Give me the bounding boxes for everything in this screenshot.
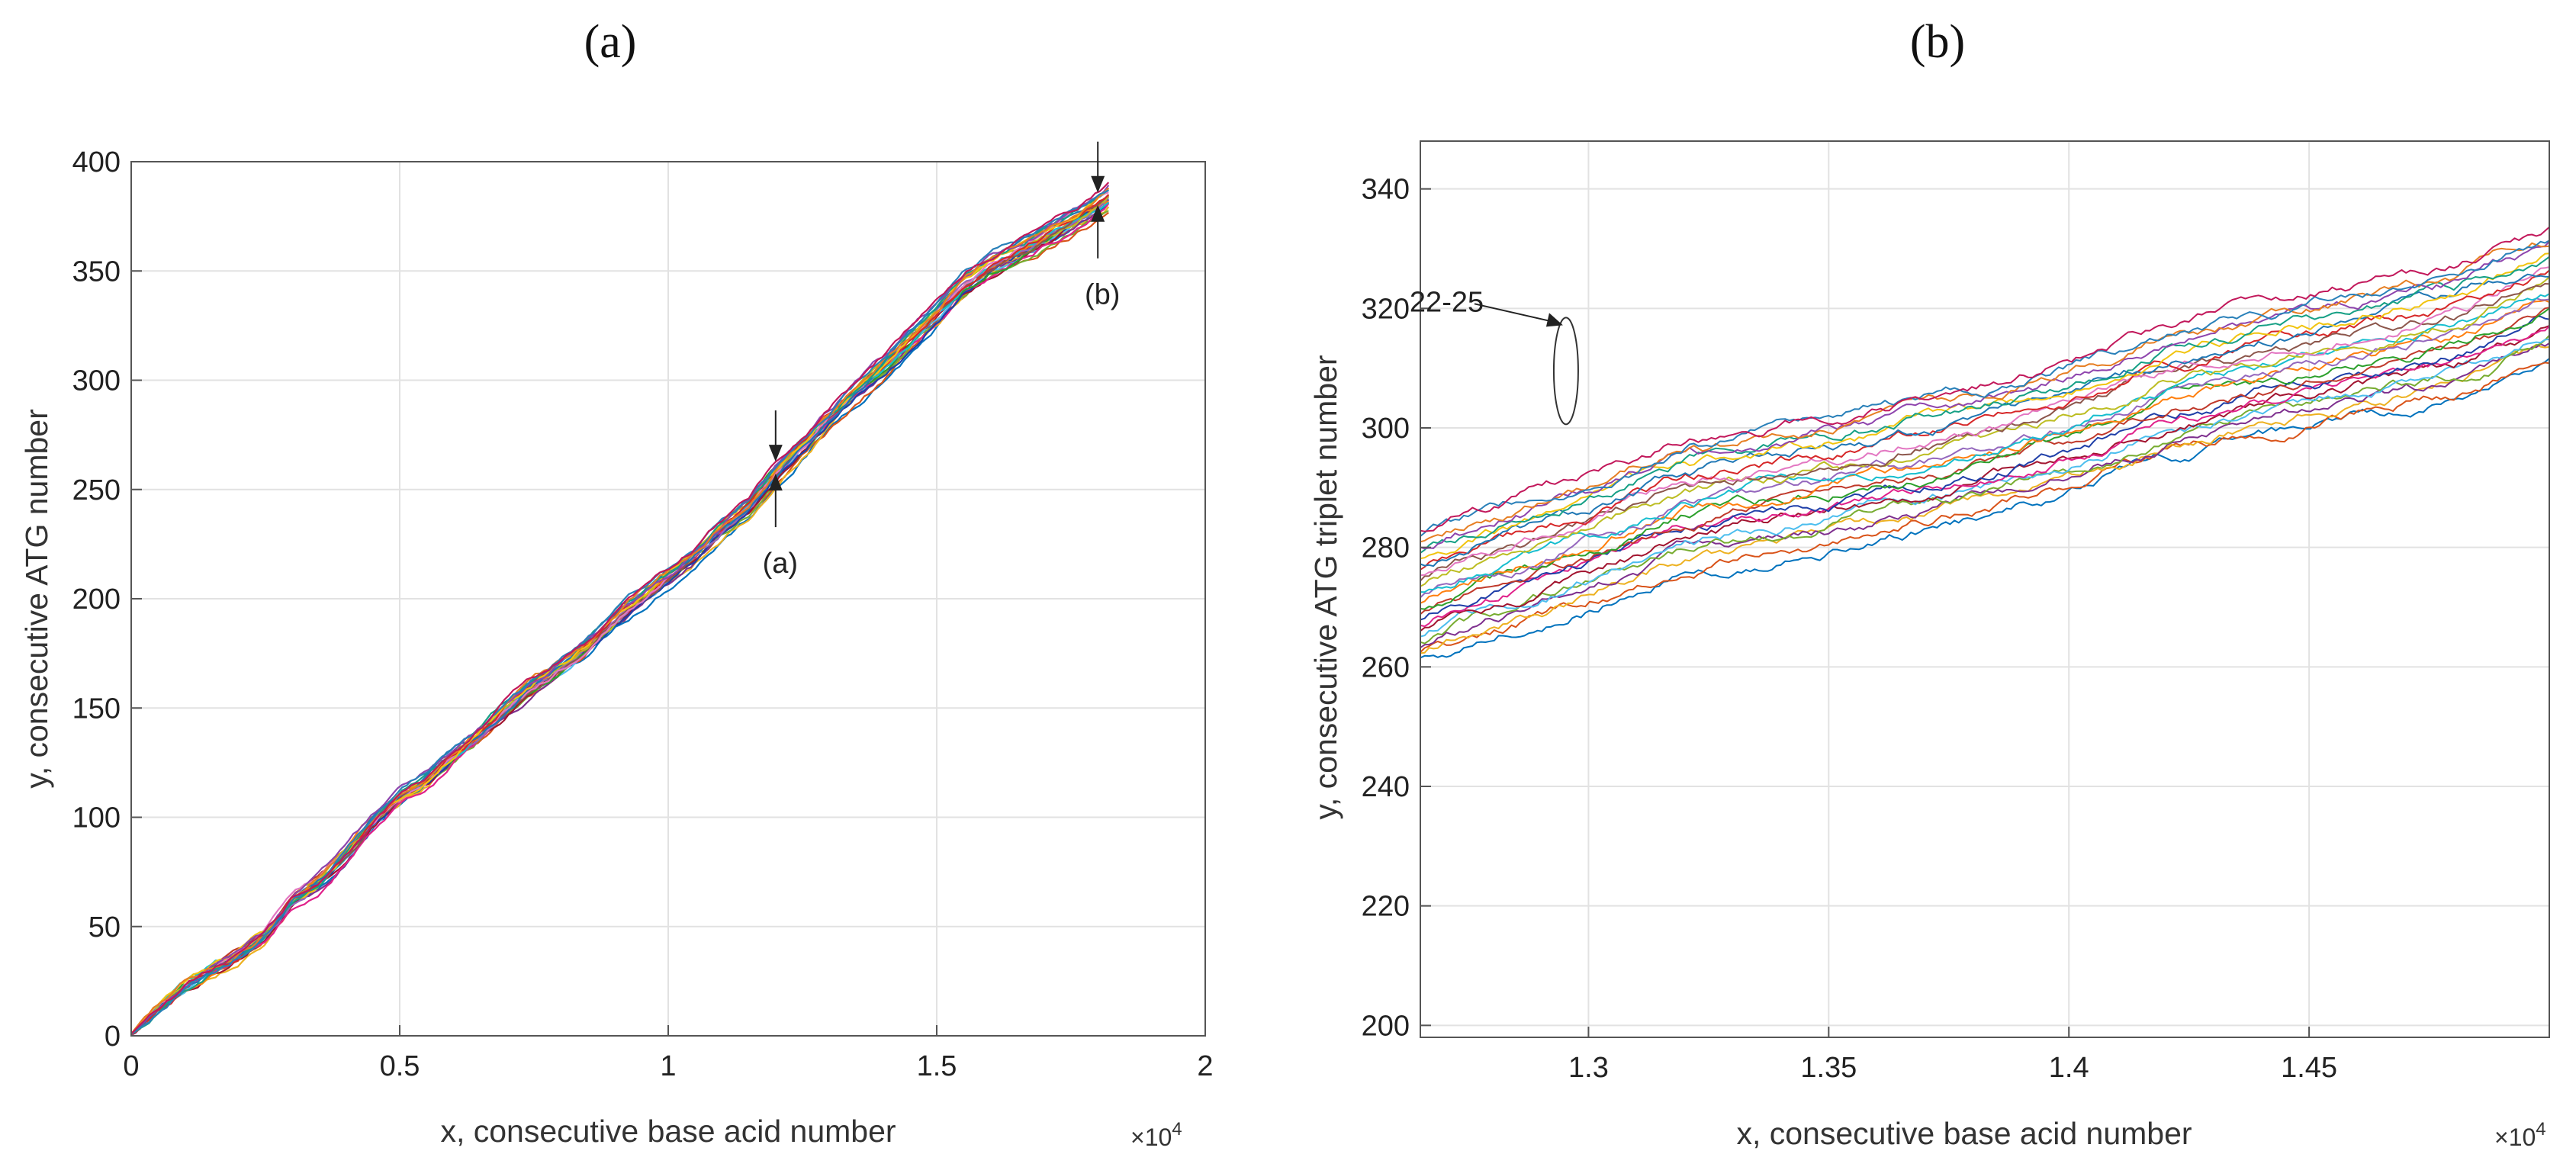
- y-tick-label: 350: [72, 256, 121, 288]
- panel-b-series: [1420, 226, 2550, 659]
- annotation-label: (b): [1085, 279, 1120, 311]
- series-line: [1420, 273, 2550, 567]
- y-tick-label: 300: [1362, 413, 1410, 445]
- y-tick-label: 280: [1362, 532, 1410, 564]
- panel-b: (b) 1.3 1.35 1.4 1.45 200 220 240 260 280 300 320…: [1308, 16, 2550, 1151]
- series-line: [1420, 293, 2550, 593]
- x-tick-label: 1.5: [917, 1050, 957, 1082]
- panel-a-x-exponent: ×104: [1130, 1119, 1182, 1151]
- y-tick-label: 260: [1362, 651, 1410, 683]
- series-line: [130, 182, 1110, 1035]
- arrowhead-icon: [1091, 175, 1105, 193]
- y-tick-label: 150: [72, 693, 121, 725]
- panel-b-axes-box: [1420, 140, 2550, 1038]
- series-line: [1420, 335, 2550, 645]
- y-tick-label: 320: [1362, 293, 1410, 325]
- panel-a-x-exponent-power: 4: [1172, 1119, 1182, 1140]
- panel-a-y-axis-label: y, consecutive ATG number: [19, 409, 54, 789]
- panel-b-annotations: 22-25: [1410, 286, 1579, 426]
- x-tick-label: 2: [1197, 1050, 1213, 1082]
- arrowhead-icon: [1091, 204, 1105, 222]
- series-line: [1420, 325, 2550, 632]
- x-tick-label: 1: [660, 1050, 676, 1082]
- series-line: [1420, 299, 2550, 604]
- x-tick-label: 1.35: [1800, 1052, 1857, 1084]
- panel-a-x-ticks: 0 0.5 1 1.5 2: [123, 1025, 1214, 1082]
- panel-b-x-ticks: 1.3 1.35 1.4 1.45: [1568, 1027, 2337, 1084]
- x-tick-label: 1.4: [2049, 1052, 2089, 1084]
- annotation-pointer: [1474, 303, 1562, 325]
- panel-b-label: (b): [1910, 16, 1965, 68]
- series-line: [1420, 276, 2550, 587]
- y-tick-label: 240: [1362, 771, 1410, 803]
- series-line: [1420, 297, 2550, 599]
- arrowhead-icon: [768, 445, 783, 462]
- panel-a-y-ticks: 0 50 100 150 200 250 300 350 400: [72, 146, 142, 1053]
- panel-a-annotations: (a) (b): [763, 141, 1120, 580]
- series-line: [1420, 240, 2550, 537]
- x-tick-label: 0: [123, 1050, 139, 1082]
- y-tick-label: 200: [72, 584, 121, 616]
- x-tick-label: 1.3: [1568, 1052, 1609, 1084]
- y-tick-label: 220: [1362, 891, 1410, 923]
- series-line: [1420, 307, 2550, 616]
- arrowhead-icon: [1545, 313, 1563, 327]
- panel-b-x-exponent-power: 4: [2536, 1119, 2545, 1140]
- panel-b-y-axis-label: y, consecutive ATG triplet number: [1308, 355, 1343, 819]
- panel-a-x-axis-label: x, consecutive base acid number: [440, 1114, 896, 1149]
- series-line: [1420, 226, 2550, 532]
- y-tick-label: 340: [1362, 174, 1410, 206]
- y-tick-label: 300: [72, 365, 121, 397]
- panel-a-series: [130, 182, 1110, 1037]
- y-tick-label: 0: [105, 1021, 121, 1053]
- panel-a: (a) 0 0.5 1 1.5 2 0 50 100 150 200 250 300 350 400 (…: [19, 16, 1214, 1151]
- series-line: [1420, 307, 2550, 610]
- series-line: [1420, 266, 2550, 577]
- panel-b-x-exponent: ×104: [2494, 1119, 2546, 1151]
- panel-b-plot-area: [1420, 141, 2549, 1037]
- series-line: [1420, 256, 2550, 554]
- panel-a-x-exponent-base: ×10: [1130, 1124, 1172, 1151]
- series-line: [1420, 342, 2550, 648]
- x-tick-label: 1.45: [2281, 1052, 2337, 1084]
- series-line: [1420, 269, 2550, 571]
- y-tick-label: 50: [88, 911, 121, 944]
- y-tick-label: 250: [72, 474, 121, 506]
- panel-b-y-ticks: 200 220 240 260 280 300 320 340: [1362, 174, 1431, 1042]
- panel-a-label: (a): [584, 16, 637, 68]
- y-tick-label: 100: [72, 802, 121, 834]
- y-tick-label: 200: [1362, 1010, 1410, 1042]
- annotation-ellipse: [1552, 317, 1579, 426]
- x-tick-label: 0.5: [380, 1050, 420, 1082]
- series-line: [1420, 343, 2550, 654]
- series-line: [1420, 362, 2550, 653]
- panel-b-x-axis-label: x, consecutive base acid number: [1736, 1116, 2192, 1151]
- y-tick-label: 400: [72, 146, 121, 178]
- annotation-label: 22-25: [1410, 286, 1484, 318]
- panel-b-grid: [1420, 141, 2549, 1037]
- panel-b-x-exponent-base: ×10: [2494, 1124, 2536, 1151]
- arrowhead-icon: [768, 474, 783, 491]
- annotation-label: (a): [763, 548, 798, 580]
